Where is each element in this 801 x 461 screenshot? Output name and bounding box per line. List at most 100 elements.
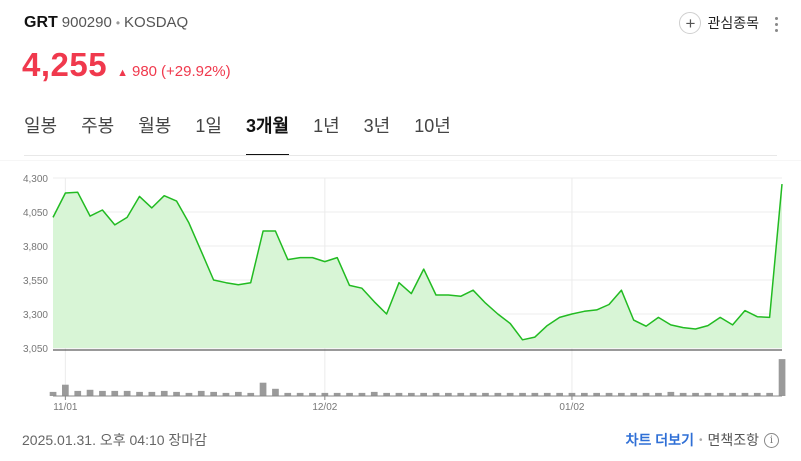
period-tabs: 일봉 주봉 월봉 1일 3개월 1년 3년 10년 [24, 106, 475, 156]
volume-bar [74, 390, 82, 396]
volume-bar [741, 392, 749, 396]
chart-more-link[interactable]: 차트 더보기 [625, 432, 694, 448]
tab-weekly[interactable]: 주봉 [81, 116, 115, 136]
volume-bar [408, 392, 415, 396]
volume-bar [531, 392, 539, 396]
volume-bar [284, 392, 292, 396]
y-tick-label: 4,050 [23, 208, 48, 219]
volume-bar [358, 392, 366, 396]
volume-bar [136, 391, 143, 396]
volume-bar [148, 391, 156, 396]
price-chart[interactable]: 4,300 4,050 3,800 3,550 3,300 3,050 11/01 12/02… [0, 160, 801, 425]
y-tick-label: 3,050 [23, 344, 48, 355]
footer-links: 차트 더보기 • 면책조항 i [626, 430, 779, 450]
volume-bar [235, 391, 242, 396]
volume-bar [519, 392, 526, 396]
add-watchlist-button[interactable]: + 관심종목 [679, 12, 759, 34]
volume-bar [346, 392, 353, 396]
tab-10-years[interactable]: 10년 [414, 116, 451, 136]
volume-bar [395, 392, 403, 396]
volume-bar [457, 392, 465, 396]
volume-bar [173, 391, 180, 396]
tab-3-years[interactable]: 3년 [363, 116, 391, 136]
change-percent: (+29.92%) [161, 63, 231, 80]
volume-bar [729, 392, 736, 396]
stock-code: 900290 [61, 14, 112, 31]
tab-daily[interactable]: 일봉 [24, 116, 58, 136]
volume-bar [778, 359, 786, 396]
y-tick-label: 3,300 [23, 310, 48, 321]
tab-divider [24, 155, 777, 156]
market-name: KOSDAQ [124, 14, 189, 31]
volume-bar [370, 391, 378, 396]
volume-bar [111, 390, 119, 396]
volume-bar [420, 392, 427, 396]
tab-1-year[interactable]: 1년 [313, 116, 340, 136]
volume-bar [593, 392, 600, 396]
volume-bar [642, 392, 650, 396]
watchlist-label: 관심종목 [707, 15, 759, 31]
volume-bar [333, 392, 341, 396]
volume-bar [556, 392, 563, 396]
volume-bar [618, 392, 625, 396]
price-change: ▲ 980 (+29.92%) [117, 63, 231, 80]
volume-bar [247, 392, 255, 396]
volume-bar [704, 392, 712, 396]
volume-bar [432, 392, 440, 396]
price-area [53, 184, 782, 348]
volume-bar [692, 392, 699, 396]
volume-bar [160, 390, 168, 396]
x-tick-label: 01/02 [559, 402, 584, 413]
volume-bar [581, 392, 588, 396]
volume-bar [568, 392, 576, 396]
y-tick-label: 3,550 [23, 276, 48, 287]
volume-bar [506, 392, 514, 396]
more-options-icon[interactable] [769, 13, 783, 35]
tab-3-months[interactable]: 3개월 [245, 106, 290, 156]
header-separator: • [115, 16, 121, 30]
volume-bar [62, 384, 69, 396]
x-tick-label: 12/02 [312, 402, 337, 413]
volume-bar [210, 391, 217, 396]
footer-separator: • [698, 434, 703, 446]
volume-bar [753, 392, 761, 396]
volume-bar [605, 392, 613, 396]
price-line [52, 184, 783, 341]
volume-bar [469, 392, 477, 396]
change-amount: 980 [131, 63, 158, 80]
volume-bar [482, 392, 489, 396]
stock-header: GRT 900290 • KOSDAQ [24, 14, 188, 36]
price-row: 4,255 ▲ 980 (+29.92%) [22, 46, 231, 84]
volume-bar [383, 392, 390, 396]
volume-bar [309, 392, 316, 396]
current-price: 4,255 [22, 46, 108, 83]
stock-ticker: GRT [24, 14, 58, 31]
volume-bar [494, 392, 502, 396]
info-icon[interactable]: i [764, 432, 779, 448]
plus-icon: + [679, 12, 702, 34]
volume-bar [543, 392, 551, 396]
disclaimer-link[interactable]: 면책조항 [707, 432, 759, 448]
volume-bar [766, 392, 773, 396]
tab-1-day[interactable]: 1일 [195, 116, 222, 136]
market-close-timestamp: 2025.01.31. 오후 04:10 장마감 [22, 432, 208, 448]
volume-bar [716, 392, 724, 396]
volume-bar [197, 390, 205, 396]
volume-bar [655, 392, 662, 396]
volume-bar [321, 392, 329, 396]
tab-monthly[interactable]: 월봉 [138, 116, 172, 136]
volume-bar [679, 392, 687, 396]
volume-bar [445, 392, 452, 396]
volume-bar [49, 391, 57, 396]
volume-bar [123, 390, 131, 396]
volume-bar [99, 390, 106, 396]
volume-bar [185, 392, 193, 396]
volume-bar [296, 392, 304, 396]
x-tick-label: 11/01 [53, 402, 78, 413]
volume-bar [86, 389, 94, 396]
volume-bar [667, 391, 675, 396]
y-tick-label: 4,300 [23, 174, 48, 185]
y-tick-label: 3,800 [23, 242, 48, 253]
up-arrow-icon: ▲ [117, 67, 128, 79]
volume-bar [272, 388, 279, 396]
